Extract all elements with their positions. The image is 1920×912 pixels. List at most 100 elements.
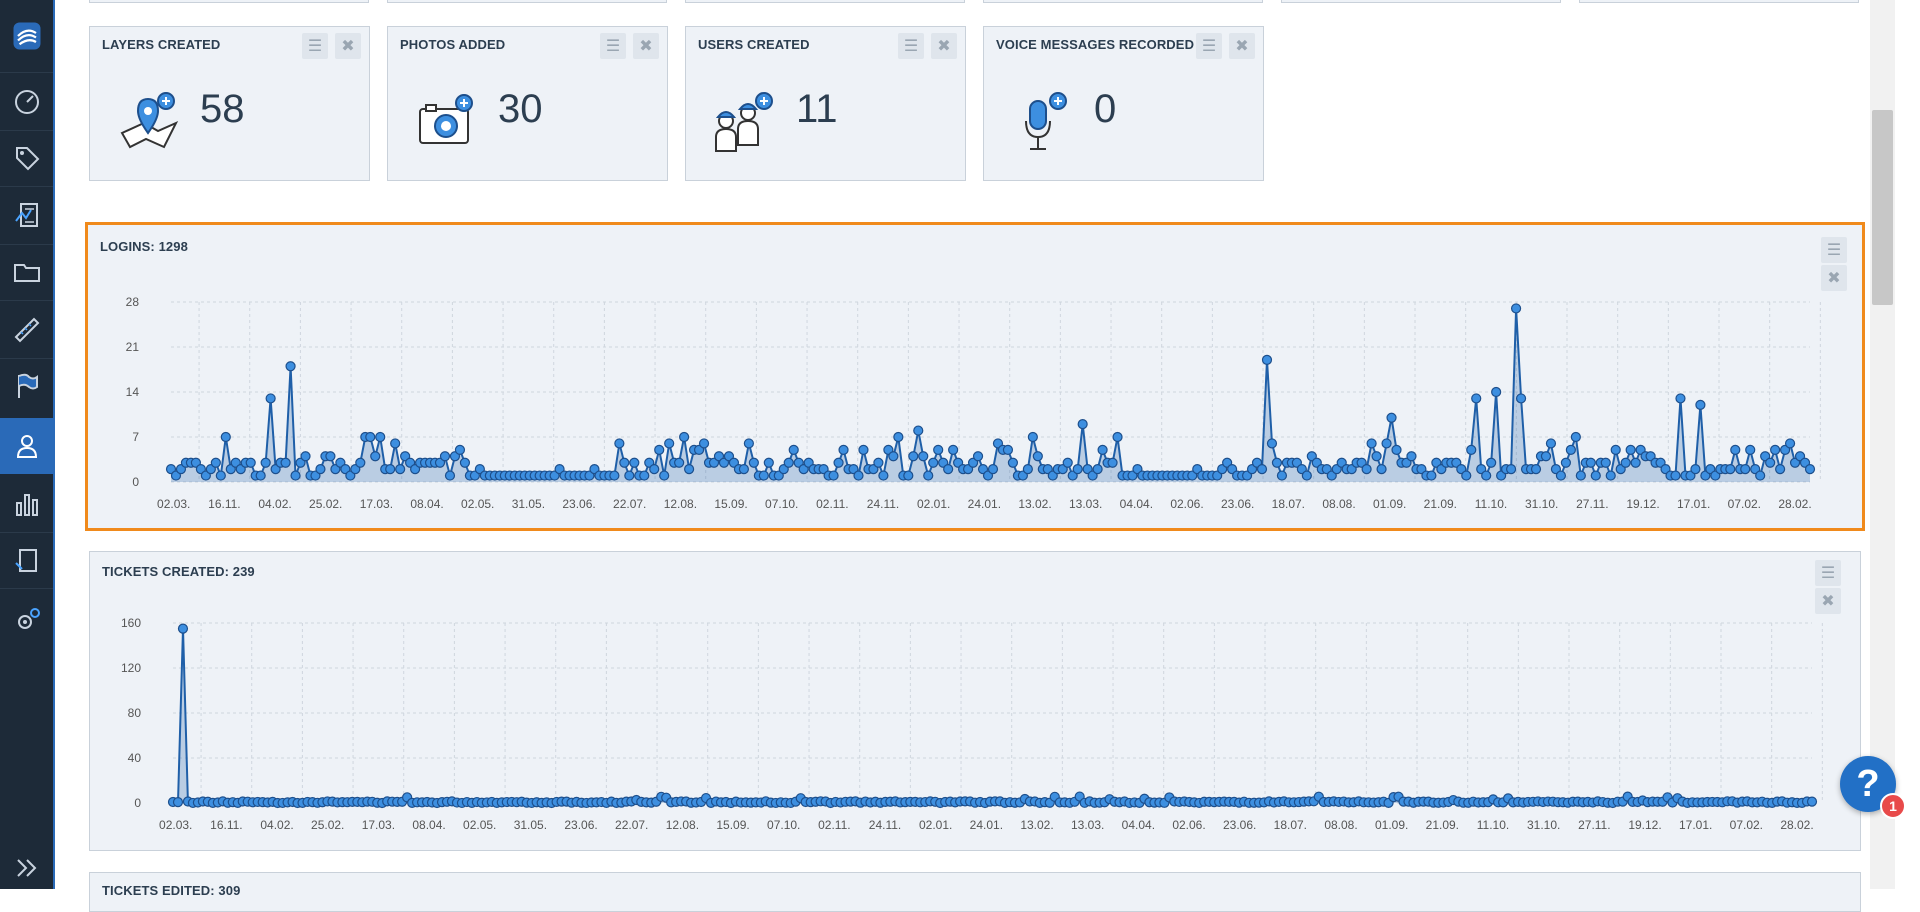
- data-point[interactable]: [878, 470, 889, 481]
- scrollbar-thumb[interactable]: [1872, 110, 1893, 305]
- settings-icon[interactable]: [0, 592, 53, 648]
- data-point[interactable]: [1730, 444, 1741, 455]
- data-point[interactable]: [1386, 412, 1397, 423]
- data-point[interactable]: [1505, 464, 1517, 475]
- data-point[interactable]: [1565, 444, 1576, 455]
- data-point[interactable]: [210, 457, 221, 468]
- data-point[interactable]: [654, 444, 665, 455]
- data-point[interactable]: [300, 451, 311, 462]
- data-point[interactable]: [659, 470, 670, 481]
- data-point[interactable]: [1740, 464, 1751, 475]
- data-point[interactable]: [1755, 470, 1766, 481]
- data-point[interactable]: [172, 796, 184, 808]
- data-point[interactable]: [1112, 431, 1123, 443]
- data-point[interactable]: [853, 470, 864, 481]
- data-point[interactable]: [355, 457, 366, 468]
- data-point[interactable]: [1406, 451, 1417, 462]
- data-point[interactable]: [743, 438, 754, 449]
- double-chevron-right-icon[interactable]: [0, 840, 53, 896]
- data-point[interactable]: [1266, 438, 1278, 449]
- close-icon[interactable]: ✖: [633, 33, 659, 59]
- menu-icon[interactable]: ☰: [1196, 33, 1222, 59]
- data-point[interactable]: [972, 451, 984, 462]
- data-point[interactable]: [385, 464, 396, 475]
- data-point[interactable]: [1391, 444, 1402, 455]
- data-point[interactable]: [698, 438, 710, 449]
- bar-chart-icon[interactable]: [0, 476, 53, 532]
- data-point[interactable]: [1301, 470, 1312, 481]
- data-point[interactable]: [1002, 444, 1014, 455]
- data-point[interactable]: [783, 457, 794, 468]
- data-point[interactable]: [1620, 457, 1631, 468]
- data-point[interactable]: [220, 431, 231, 443]
- data-point[interactable]: [1770, 444, 1781, 455]
- ruler-icon[interactable]: [0, 302, 53, 358]
- data-point[interactable]: [873, 457, 884, 468]
- data-point[interactable]: [255, 470, 266, 481]
- data-point[interactable]: [1585, 457, 1596, 468]
- data-point[interactable]: [838, 444, 849, 455]
- data-point[interactable]: [1491, 386, 1502, 398]
- data-point[interactable]: [215, 470, 226, 481]
- data-point[interactable]: [1555, 470, 1567, 481]
- data-point[interactable]: [365, 431, 376, 443]
- data-point[interactable]: [1570, 431, 1581, 443]
- data-point[interactable]: [1725, 464, 1736, 475]
- close-icon[interactable]: ✖: [1821, 265, 1847, 291]
- data-point[interactable]: [454, 444, 466, 455]
- data-point[interactable]: [1515, 393, 1527, 404]
- data-point[interactable]: [1610, 444, 1621, 455]
- menu-icon[interactable]: ☰: [898, 33, 924, 59]
- data-point[interactable]: [1806, 796, 1818, 807]
- close-icon[interactable]: ✖: [1815, 588, 1841, 614]
- data-point[interactable]: [315, 464, 326, 475]
- data-point[interactable]: [664, 438, 675, 449]
- data-point[interactable]: [1461, 470, 1472, 481]
- data-point[interactable]: [788, 444, 799, 455]
- data-point[interactable]: [913, 425, 924, 436]
- data-point[interactable]: [1695, 399, 1706, 410]
- data-point[interactable]: [1092, 464, 1103, 475]
- clipboard-icon[interactable]: [0, 532, 53, 588]
- data-point[interactable]: [325, 451, 336, 462]
- data-point[interactable]: [395, 464, 406, 475]
- data-point[interactable]: [1376, 464, 1387, 475]
- data-point[interactable]: [1032, 451, 1043, 462]
- menu-icon[interactable]: ☰: [1821, 237, 1847, 263]
- data-point[interactable]: [609, 470, 620, 481]
- data-point[interactable]: [1530, 464, 1542, 475]
- data-point[interactable]: [459, 457, 471, 468]
- data-point[interactable]: [1426, 470, 1437, 481]
- data-point[interactable]: [444, 470, 456, 481]
- menu-icon[interactable]: ☰: [600, 33, 626, 59]
- data-point[interactable]: [1560, 457, 1571, 468]
- data-point[interactable]: [1062, 457, 1073, 468]
- data-point[interactable]: [987, 464, 999, 475]
- data-point[interactable]: [943, 464, 954, 475]
- data-point[interactable]: [923, 470, 934, 481]
- data-point[interactable]: [748, 457, 759, 468]
- data-point[interactable]: [763, 457, 774, 468]
- report-icon[interactable]: [0, 188, 53, 244]
- data-point[interactable]: [1381, 438, 1392, 449]
- data-point[interactable]: [1670, 470, 1681, 481]
- data-point[interactable]: [674, 457, 685, 468]
- data-point[interactable]: [1466, 444, 1477, 455]
- data-point[interactable]: [1022, 464, 1033, 475]
- data-point[interactable]: [1540, 451, 1552, 462]
- logo-icon[interactable]: [0, 8, 53, 64]
- data-point[interactable]: [928, 457, 939, 468]
- data-point[interactable]: [1600, 457, 1611, 468]
- data-point[interactable]: [679, 431, 690, 443]
- data-point[interactable]: [265, 393, 276, 404]
- data-point[interactable]: [684, 464, 695, 475]
- data-point[interactable]: [948, 444, 959, 455]
- data-point[interactable]: [1765, 457, 1776, 468]
- data-point[interactable]: [1775, 464, 1786, 475]
- data-point[interactable]: [1007, 457, 1019, 468]
- data-point[interactable]: [1366, 438, 1377, 449]
- data-point[interactable]: [619, 457, 630, 468]
- data-point[interactable]: [888, 451, 899, 462]
- data-point[interactable]: [177, 623, 189, 634]
- data-point[interactable]: [639, 470, 650, 481]
